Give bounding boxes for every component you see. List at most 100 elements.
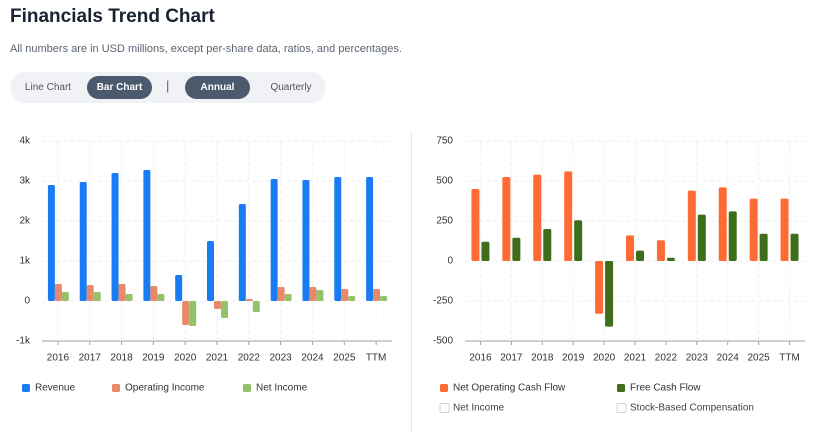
divider <box>411 132 412 432</box>
bar <box>214 301 221 309</box>
bar <box>605 261 614 327</box>
bar <box>348 296 356 301</box>
bar <box>207 241 214 301</box>
bar <box>341 289 349 301</box>
legend-swatch <box>243 384 251 392</box>
x-tick-label: TTM <box>779 353 800 364</box>
legend-label: Net Income <box>453 403 505 414</box>
annual-button[interactable]: Annual <box>185 76 250 99</box>
bar <box>564 171 573 261</box>
x-tick-label: 2018 <box>110 353 133 364</box>
y-tick-label: 1k <box>19 256 31 267</box>
y-tick-label: 750 <box>436 136 453 147</box>
bar <box>150 286 158 301</box>
bar <box>366 177 374 301</box>
bar <box>574 220 583 261</box>
bar <box>221 301 228 318</box>
bar <box>697 214 706 261</box>
bar <box>284 294 292 301</box>
bar <box>759 233 768 261</box>
bar <box>373 289 381 301</box>
bar <box>238 204 246 301</box>
bar <box>189 301 197 326</box>
x-tick-label: 2022 <box>238 353 261 364</box>
bar <box>252 301 260 312</box>
x-tick-label: 2020 <box>593 353 616 364</box>
x-tick-label: 2025 <box>333 353 356 364</box>
separator: | <box>166 78 170 93</box>
bar <box>182 301 190 325</box>
legend-label[interactable]: Free Cash Flow <box>630 383 701 394</box>
bar <box>316 290 324 301</box>
bar <box>277 287 285 301</box>
x-tick-label: 2018 <box>531 353 554 364</box>
bar <box>749 198 758 261</box>
x-tick-label: 2025 <box>748 353 771 364</box>
bar <box>380 296 388 301</box>
bar <box>626 235 634 261</box>
x-tick-label: TTM <box>366 353 387 364</box>
x-tick-label: 2016 <box>47 353 70 364</box>
bar <box>270 179 278 301</box>
bar <box>125 294 133 301</box>
bar <box>93 292 101 301</box>
x-tick-label: 2022 <box>655 353 678 364</box>
bar <box>780 198 789 261</box>
legend-label[interactable]: Net Operating Cash Flow <box>453 383 566 394</box>
x-tick-label: 2017 <box>500 353 523 364</box>
legend-swatch <box>22 384 30 392</box>
bar-chart-button[interactable]: Bar Chart <box>87 76 152 99</box>
quarterly-button[interactable]: Quarterly <box>270 82 312 93</box>
x-tick-label: 2023 <box>686 353 709 364</box>
line-chart-button[interactable]: Line Chart <box>24 82 72 93</box>
bar <box>79 182 87 301</box>
legend-swatch <box>616 403 627 413</box>
x-tick-label: 2021 <box>624 353 647 364</box>
x-tick-label: 2024 <box>717 353 740 364</box>
y-tick-label: 0 <box>24 296 30 307</box>
bar <box>302 180 310 301</box>
y-tick-label: 3k <box>19 176 31 187</box>
bar <box>471 189 480 261</box>
bar <box>47 185 55 301</box>
bar <box>502 177 511 261</box>
bar <box>481 241 490 261</box>
bar <box>309 287 317 301</box>
y-tick-label: 500 <box>436 176 453 187</box>
bar <box>666 257 675 261</box>
bar <box>636 250 644 261</box>
legend-label[interactable]: Operating Income <box>125 383 205 394</box>
y-tick-label: 250 <box>436 216 453 227</box>
x-tick-label: 2024 <box>301 353 324 364</box>
control-bar: Line Chart Bar Chart | Annual Quarterly <box>10 72 326 103</box>
legend-label[interactable]: Revenue <box>35 383 75 394</box>
y-tick-label: -500 <box>433 336 453 347</box>
bar <box>245 299 253 301</box>
bar <box>157 294 165 301</box>
legend-swatch <box>440 384 448 392</box>
bar <box>595 261 604 314</box>
bar <box>790 233 799 261</box>
x-tick-label: 2016 <box>469 353 492 364</box>
bar <box>86 285 94 301</box>
bar <box>687 190 696 261</box>
bar <box>728 211 737 261</box>
y-tick-label: -250 <box>433 296 453 307</box>
x-tick-label: 2019 <box>562 353 585 364</box>
bar <box>334 177 342 301</box>
bar <box>143 170 151 301</box>
legend-swatch <box>617 384 625 392</box>
bar <box>118 284 126 301</box>
legend-swatch <box>112 384 120 392</box>
bar <box>512 237 521 261</box>
legend-swatch <box>439 403 450 413</box>
page-title: Financials Trend Chart <box>10 6 215 27</box>
bar <box>61 292 69 301</box>
legend-label[interactable]: Net Income <box>256 383 308 394</box>
bar <box>656 240 665 261</box>
x-tick-label: 2019 <box>142 353 165 364</box>
bar <box>111 173 119 301</box>
x-tick-label: 2020 <box>174 353 197 364</box>
